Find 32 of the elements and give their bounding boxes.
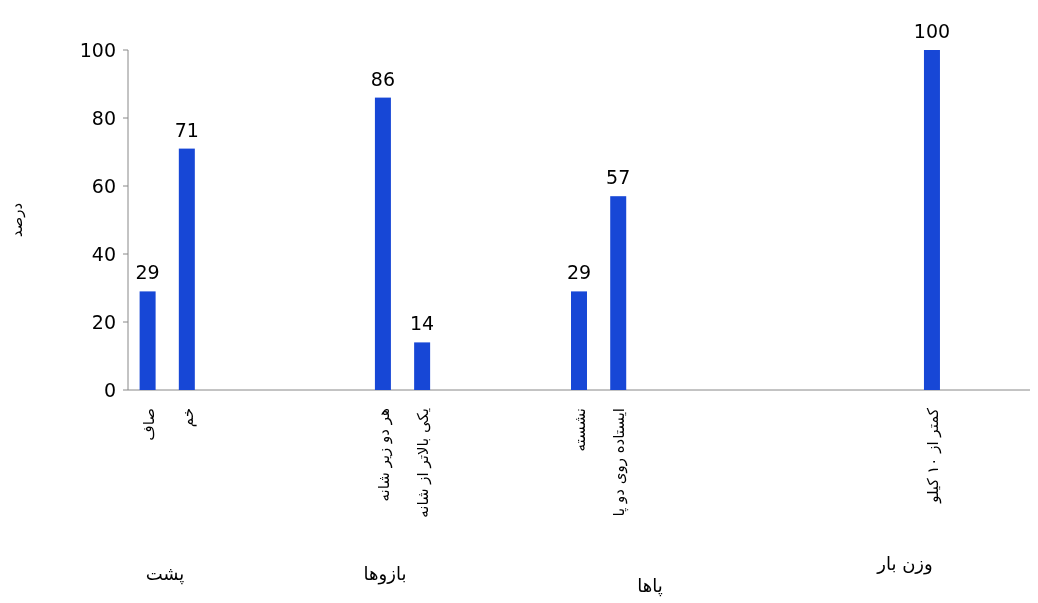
bar [571, 291, 587, 390]
x-tick-label: هر دو زیر شانه [374, 407, 393, 502]
data-label: 71 [174, 118, 199, 141]
data-label: 100 [913, 20, 951, 42]
data-label: 57 [606, 166, 631, 189]
data-label: 86 [370, 67, 396, 90]
text: بازوها [363, 563, 407, 585]
bar [374, 97, 391, 390]
y-tick-label: 80 [91, 107, 116, 129]
bar [923, 50, 940, 390]
text: وزن بار [876, 553, 933, 575]
bar [414, 342, 431, 390]
x-tick-label: نشسته [571, 408, 589, 452]
y-axis-title: درصد [8, 202, 26, 238]
bar [178, 148, 195, 390]
text: پاها [637, 575, 663, 597]
y-tick-label: 60 [91, 175, 116, 197]
y-tick-label: 40 [91, 243, 116, 265]
x-tick-label: یکی بالاتر از شانه [414, 408, 433, 518]
y-tick-label: 20 [91, 311, 116, 333]
text: پشت [145, 563, 185, 585]
y-tick-label: 100 [79, 39, 116, 61]
x-tick-label: خم [178, 408, 197, 428]
x-tick-label: کمتر از ۱۰ کیلو [923, 407, 942, 504]
x-tick-label: ایستاده روی دو پا [610, 408, 630, 517]
bar [139, 291, 156, 390]
y-tick-label: 0 [103, 379, 116, 401]
data-label: 14 [410, 312, 435, 335]
data-label: 29 [135, 261, 160, 284]
data-label: 29 [566, 261, 592, 284]
x-tick-label: صاف [139, 408, 158, 441]
bar [610, 196, 627, 390]
